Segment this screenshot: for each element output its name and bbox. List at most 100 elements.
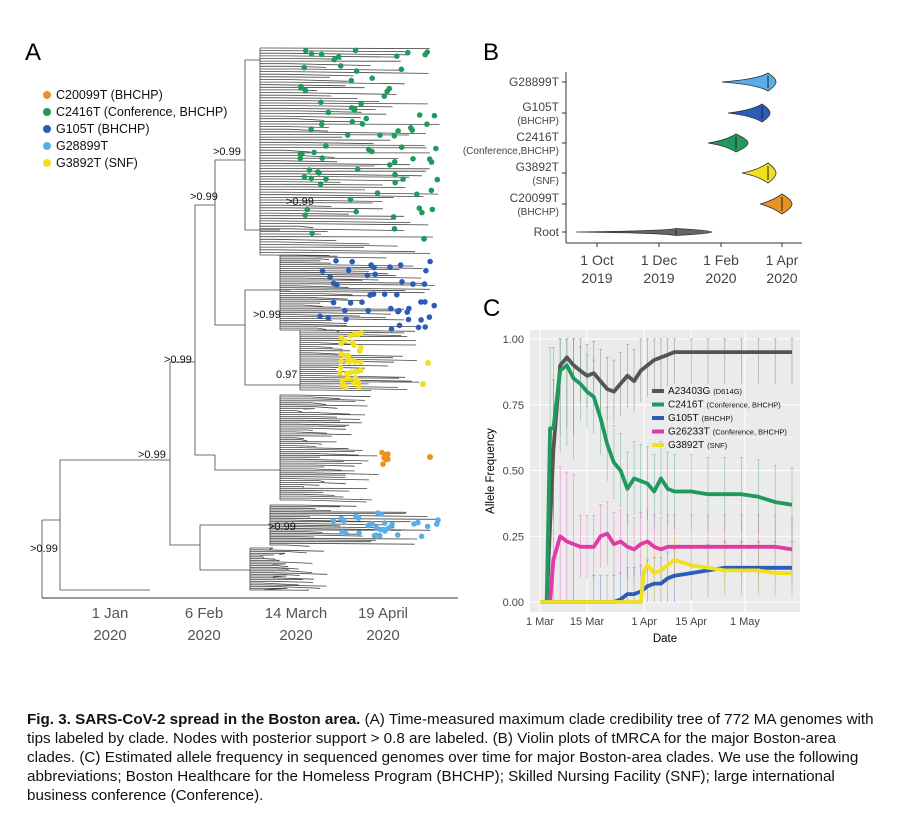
tip-dot (302, 212, 309, 218)
tip-dot (416, 112, 423, 118)
series-line (540, 531, 793, 604)
legend-main: G3892T (668, 440, 704, 451)
tip-dot (429, 206, 436, 213)
tip-dot (330, 299, 337, 306)
panel-a-label: A (25, 39, 41, 66)
tip-dot (308, 126, 314, 132)
tip-dot (325, 315, 332, 321)
caption-text-b: Violin plots of tMRCA for the major Bost… (27, 730, 836, 766)
tip-dot (395, 308, 401, 315)
caption-part-a: (A) (364, 711, 385, 728)
tip-dot (379, 449, 385, 456)
x-tick-label: 1 Feb (703, 252, 739, 268)
tip-dot (423, 267, 429, 274)
caption-part-c: (C) (79, 749, 101, 766)
tip-dot (347, 196, 354, 203)
tip-dot (385, 456, 391, 462)
tree-tips (297, 47, 441, 540)
tip-dot (340, 381, 347, 388)
tip-dot (352, 375, 359, 381)
phylogenetic-tree (41, 47, 440, 598)
time-tick-year: 2020 (279, 627, 312, 644)
x-tick-label: 1 Mar (526, 616, 554, 628)
tip-dot (308, 175, 315, 182)
tip-dot (419, 209, 425, 216)
tip-dot (349, 118, 356, 125)
x-tick-label: 1 Oct (580, 252, 614, 268)
tip-dot (427, 454, 433, 460)
tip-dot (349, 339, 356, 346)
tip-dot (335, 54, 342, 60)
tip-dot (425, 360, 431, 366)
series-line (540, 558, 792, 604)
tip-dot (396, 322, 403, 329)
tip-dot (338, 515, 345, 522)
tip-dot (338, 340, 345, 347)
tip-dot (353, 208, 360, 215)
tip-dot (351, 106, 358, 112)
tip-dot (398, 66, 405, 73)
violin-row-sublabel: (BHCHP) (517, 116, 559, 127)
tip-dot (418, 533, 425, 540)
legend-sub: (Conference, BHCHP) (713, 428, 788, 437)
tip-dot (391, 133, 398, 139)
tip-dot (318, 121, 325, 128)
tip-dot (352, 359, 358, 365)
time-tick-label: 14 March (265, 605, 328, 622)
tip-dot (377, 132, 383, 138)
tip-dot (411, 521, 417, 527)
tip-dot (389, 521, 395, 528)
tip-dot (426, 314, 433, 320)
violin-shape (759, 193, 793, 215)
tip-dot (344, 375, 350, 382)
panel-b: B G28899T G105T (BHCHP) C2416T (Conference,B… (463, 39, 802, 286)
tip-dot (347, 358, 353, 365)
tip-dot (358, 101, 364, 107)
tip-dot (355, 515, 362, 521)
tip-dot (364, 272, 371, 279)
tip-dot (394, 291, 400, 298)
y-tick-label: 0.00 (503, 597, 524, 609)
legend-main: C2416T (668, 400, 704, 411)
tip-dot (343, 316, 349, 323)
panel-c-ticks: 0.00 0.25 0.50 0.75 1.00 1 Mar 15 Mar 1 Apr 15 A… (503, 334, 761, 628)
x-tick-year: 2020 (766, 270, 797, 286)
tip-dot (422, 299, 428, 305)
violin-shape (741, 162, 777, 184)
tip-dot (388, 326, 395, 332)
tip-dot (323, 143, 329, 149)
tip-dot (400, 176, 406, 182)
tip-dot (424, 121, 430, 127)
tip-dot (410, 281, 416, 287)
tip-dot (373, 524, 380, 531)
series-line (540, 350, 792, 604)
tip-dot (331, 56, 338, 63)
tip-dot (394, 53, 400, 59)
node-support-label: >0.99 (286, 196, 314, 208)
figure-panels: A >0.99>0.99 >0.99>0.990.97>0.99>0.99>0.9… (25, 39, 802, 645)
tip-dot (318, 99, 324, 106)
tip-dot (387, 162, 393, 168)
tip-dot (410, 156, 416, 162)
legend-label: G26233T (Conference, BHCHP) (668, 427, 787, 438)
tip-dot (373, 532, 380, 538)
tip-dot (385, 451, 391, 457)
tip-dot (337, 370, 343, 376)
node-support-label: >0.99 (190, 191, 218, 203)
time-tick-year: 2020 (187, 627, 220, 644)
tip-dot (317, 181, 324, 187)
legend-label: C20099T (BHCHP) (56, 88, 163, 102)
time-tick-label: 1 Jan (92, 605, 129, 622)
violin-shape (721, 72, 777, 92)
tip-dot (408, 125, 414, 131)
node-support-label: 0.97 (276, 369, 297, 381)
figure-caption: Fig. 3. SARS-CoV-2 spread in the Boston … (27, 710, 887, 805)
y-tick-label: 1.00 (503, 334, 524, 346)
tip-dot (426, 156, 433, 162)
x-axis-label: Date (653, 633, 677, 645)
tip-dot (391, 226, 398, 232)
tip-dot (334, 282, 340, 288)
tip-dot (435, 517, 441, 523)
violin-plots (575, 72, 793, 236)
violin-row-sublabel: (SNF) (532, 176, 559, 187)
